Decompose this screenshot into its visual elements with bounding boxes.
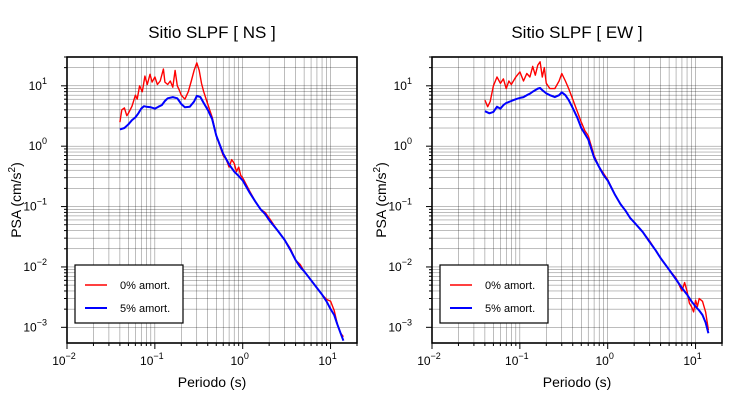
y-tick-label: 10−2 <box>23 257 47 274</box>
x-tick-label: 100 <box>596 351 614 368</box>
x-tick-label: 101 <box>683 351 701 368</box>
y-tick-label: 10−1 <box>23 197 47 214</box>
legend-label: 5% amort. <box>120 303 170 315</box>
y-tick-label: 10−3 <box>388 317 412 334</box>
y-tick-label: 100 <box>394 136 412 153</box>
chart-title: Sitio SLPF [ EW ] <box>511 23 642 42</box>
series-5pct-damping-line <box>484 87 710 334</box>
series-5pct-damping-line <box>119 94 345 342</box>
y-tick-label: 101 <box>29 76 47 93</box>
plot-frame <box>431 56 723 344</box>
x-tick-label: 10−1 <box>505 351 529 368</box>
x-tick-label: 100 <box>231 351 249 368</box>
legend: 0% amort. 5% amort. <box>74 264 184 324</box>
y-tick-label: 10−1 <box>388 197 412 214</box>
legend: 0% amort. 5% amort. <box>439 264 549 324</box>
y-tick-label: 10−2 <box>388 257 412 274</box>
legend-label: 0% amort. <box>485 280 535 292</box>
y-axis-label: PSA (cm/s2) <box>7 162 24 238</box>
series-0pct-damping-line <box>484 61 710 331</box>
legend-box <box>439 264 549 324</box>
x-tick-label: 101 <box>318 351 336 368</box>
x-axis-label: Periodo (s) <box>178 374 246 390</box>
legend-label: 5% amort. <box>485 303 535 315</box>
x-axis-label: Periodo (s) <box>543 374 611 390</box>
y-tick-label: 100 <box>29 136 47 153</box>
x-tick-label: 10−2 <box>417 351 441 368</box>
x-tick-label: 10−1 <box>140 351 164 368</box>
plot-frame <box>66 56 358 344</box>
ns-panel: 10−2 10−1 100 101 10−3 10−2 10−1 100 101 Sitio SL… <box>7 23 358 390</box>
legend-label: 0% amort. <box>120 280 170 292</box>
y-axis-label: PSA (cm/s2) <box>372 162 389 238</box>
y-tick-label: 101 <box>394 76 412 93</box>
legend-box <box>74 264 184 324</box>
tick-marks <box>61 56 358 349</box>
x-tick-label: 10−2 <box>52 351 76 368</box>
y-tick-label: 10−3 <box>23 317 47 334</box>
ew-panel: 10−2 10−1 100 101 10−3 10−2 10−1 100 101 Sitio SL… <box>372 23 723 390</box>
chart-title: Sitio SLPF [ NS ] <box>148 23 276 42</box>
